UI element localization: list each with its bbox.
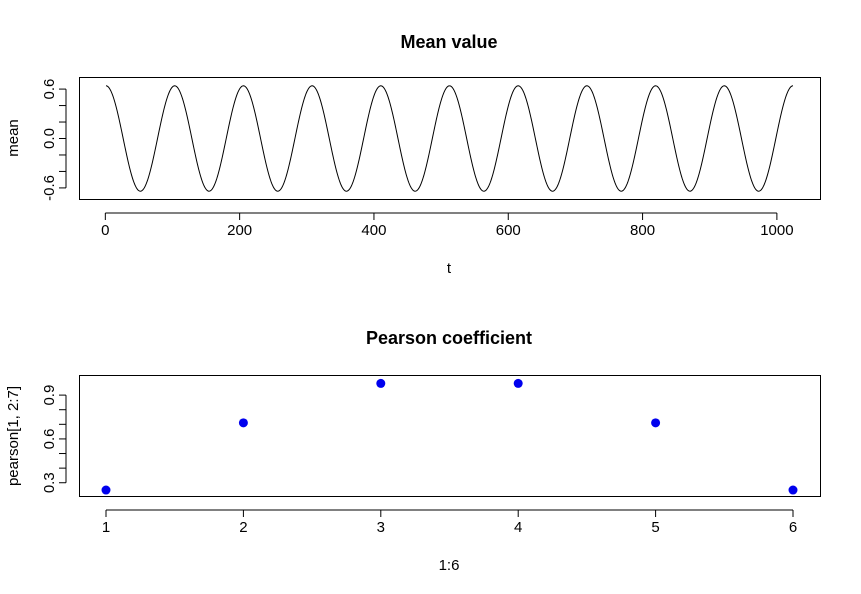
y-axis-label: mean [5,119,22,157]
scatter-point [238,418,248,428]
series-line [105,85,794,192]
chart-title: Mean value [400,32,497,52]
x-tick-label: 2 [239,519,247,536]
plot-frame [79,375,821,497]
scatter-points [101,378,798,495]
chart-title: Pearson coefficient [366,328,532,348]
x-tick-label: 3 [377,519,385,536]
x-axis-label: 1:6 [439,557,460,574]
x-tick-label: 5 [651,519,659,536]
x-tick-label: 4 [514,519,522,536]
y-axis-label: pearson[1, 2:7] [5,386,22,486]
scatter-point [101,485,111,495]
scatter-point [376,378,386,388]
plot-frame [79,77,821,200]
x-tick-label: 800 [630,222,655,239]
x-tick-label: 0 [101,222,109,239]
y-axis: 0.3 0.6 0.9 [41,385,67,493]
y-tick-label: 0.9 [41,385,58,406]
scatter-point [513,378,523,388]
mean-value-panel: Mean value 0 200 400 600 800 1000 -0.60.00.6 … [5,32,821,277]
y-tick-label: 0.0 [41,128,58,149]
y-tick-label: 0.6 [41,428,58,449]
x-tick-label: 600 [496,222,521,239]
x-axis: 0 200 400 600 800 1000 [101,212,794,239]
x-tick-label: 200 [227,222,252,239]
x-tick-label: 1 [102,519,110,536]
x-axis: 1 2 3 4 5 6 [102,509,797,536]
y-tick-label: -0.6 [41,175,58,201]
x-tick-label: 1000 [760,222,793,239]
scatter-point [788,485,798,495]
y-tick-label: 0.6 [41,79,58,100]
x-axis-label: t [447,260,452,277]
x-tick-label: 400 [361,222,386,239]
x-tick-label: 6 [789,519,797,536]
scatter-point [651,418,661,428]
y-tick-label: 0.3 [41,472,58,493]
pearson-coefficient-panel: Pearson coefficient 1 2 3 4 5 6 0.3 0.6 0.9 1:6… [5,328,821,574]
y-axis: -0.6 0.0 0.6 [41,79,67,201]
